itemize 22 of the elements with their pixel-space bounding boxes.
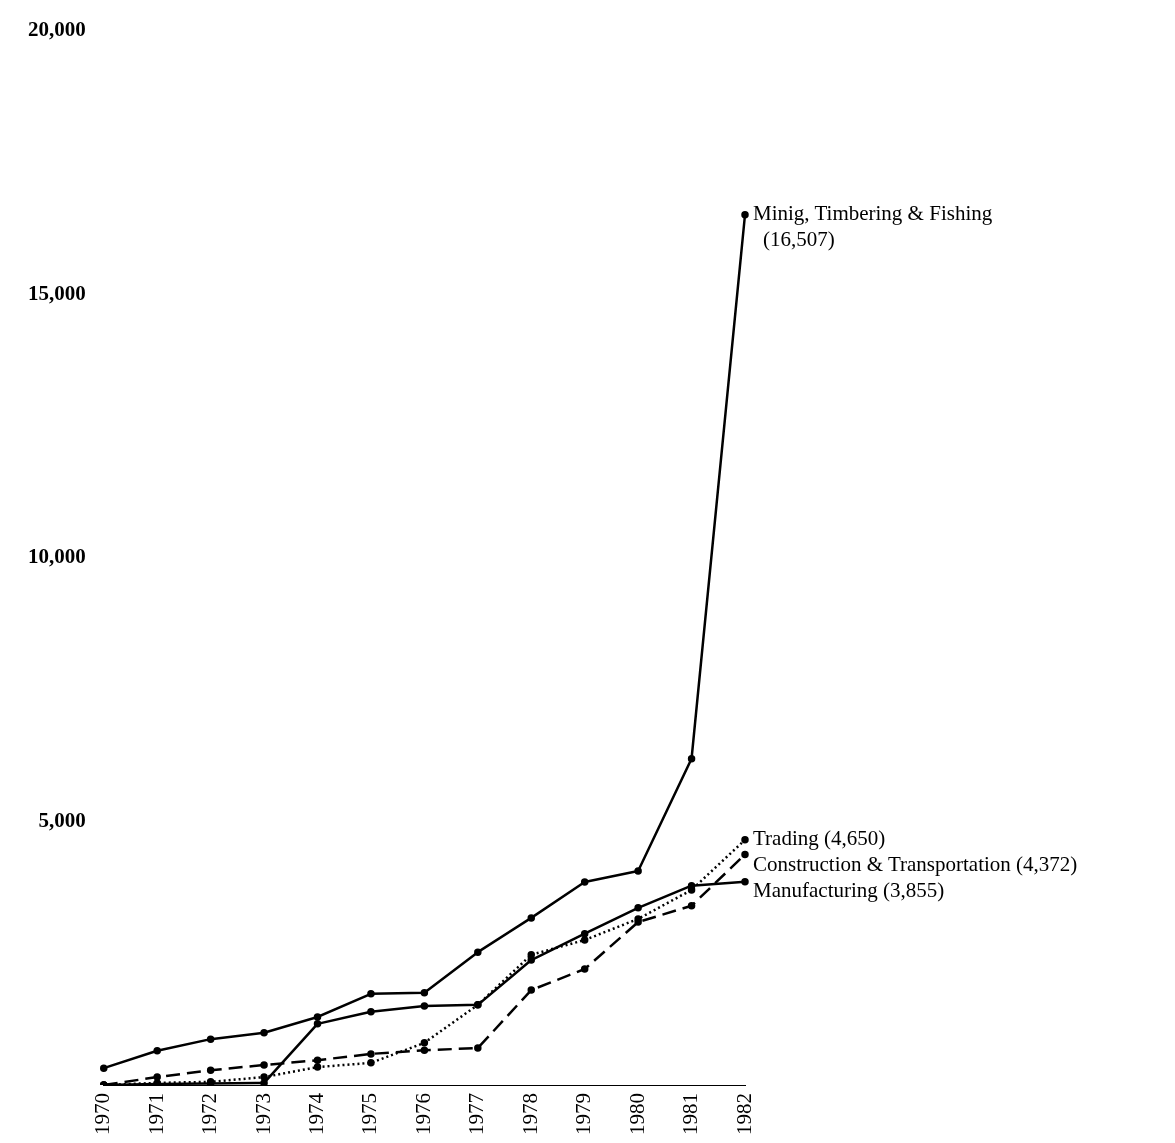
y-tick-label: 15,000 <box>28 280 86 305</box>
series-label: Minig, Timbering & Fishing <box>753 201 993 226</box>
y-tick-label: 10,000 <box>28 544 86 569</box>
x-tick-label: 1973 <box>250 1093 275 1135</box>
x-tick-label: 1971 <box>143 1093 168 1135</box>
text: Construction & Transportation (4,372) <box>753 852 1078 877</box>
text: Trading (4,650) <box>753 826 886 851</box>
x-tick-label: 1974 <box>304 1092 329 1135</box>
x-tick-label: 1975 <box>357 1093 382 1135</box>
x-tick-label: 1972 <box>197 1093 222 1135</box>
y-tick-label: 20,000 <box>28 17 86 42</box>
data-label: (16,507) <box>763 227 835 252</box>
x-tick-label: 1978 <box>517 1093 542 1135</box>
x-tick-label: 1980 <box>624 1093 649 1135</box>
text: Manufacturing (3,855) <box>753 878 945 903</box>
x-tick-label: 1982 <box>731 1093 756 1135</box>
y-tick-label: 5,000 <box>38 807 86 832</box>
x-tick-label: 1981 <box>678 1093 703 1135</box>
x-tick-label: 1976 <box>410 1093 435 1135</box>
x-tick-label: 1979 <box>571 1093 596 1135</box>
x-tick-label: 1977 <box>464 1093 489 1135</box>
x-tick-label: 1970 <box>90 1093 115 1135</box>
